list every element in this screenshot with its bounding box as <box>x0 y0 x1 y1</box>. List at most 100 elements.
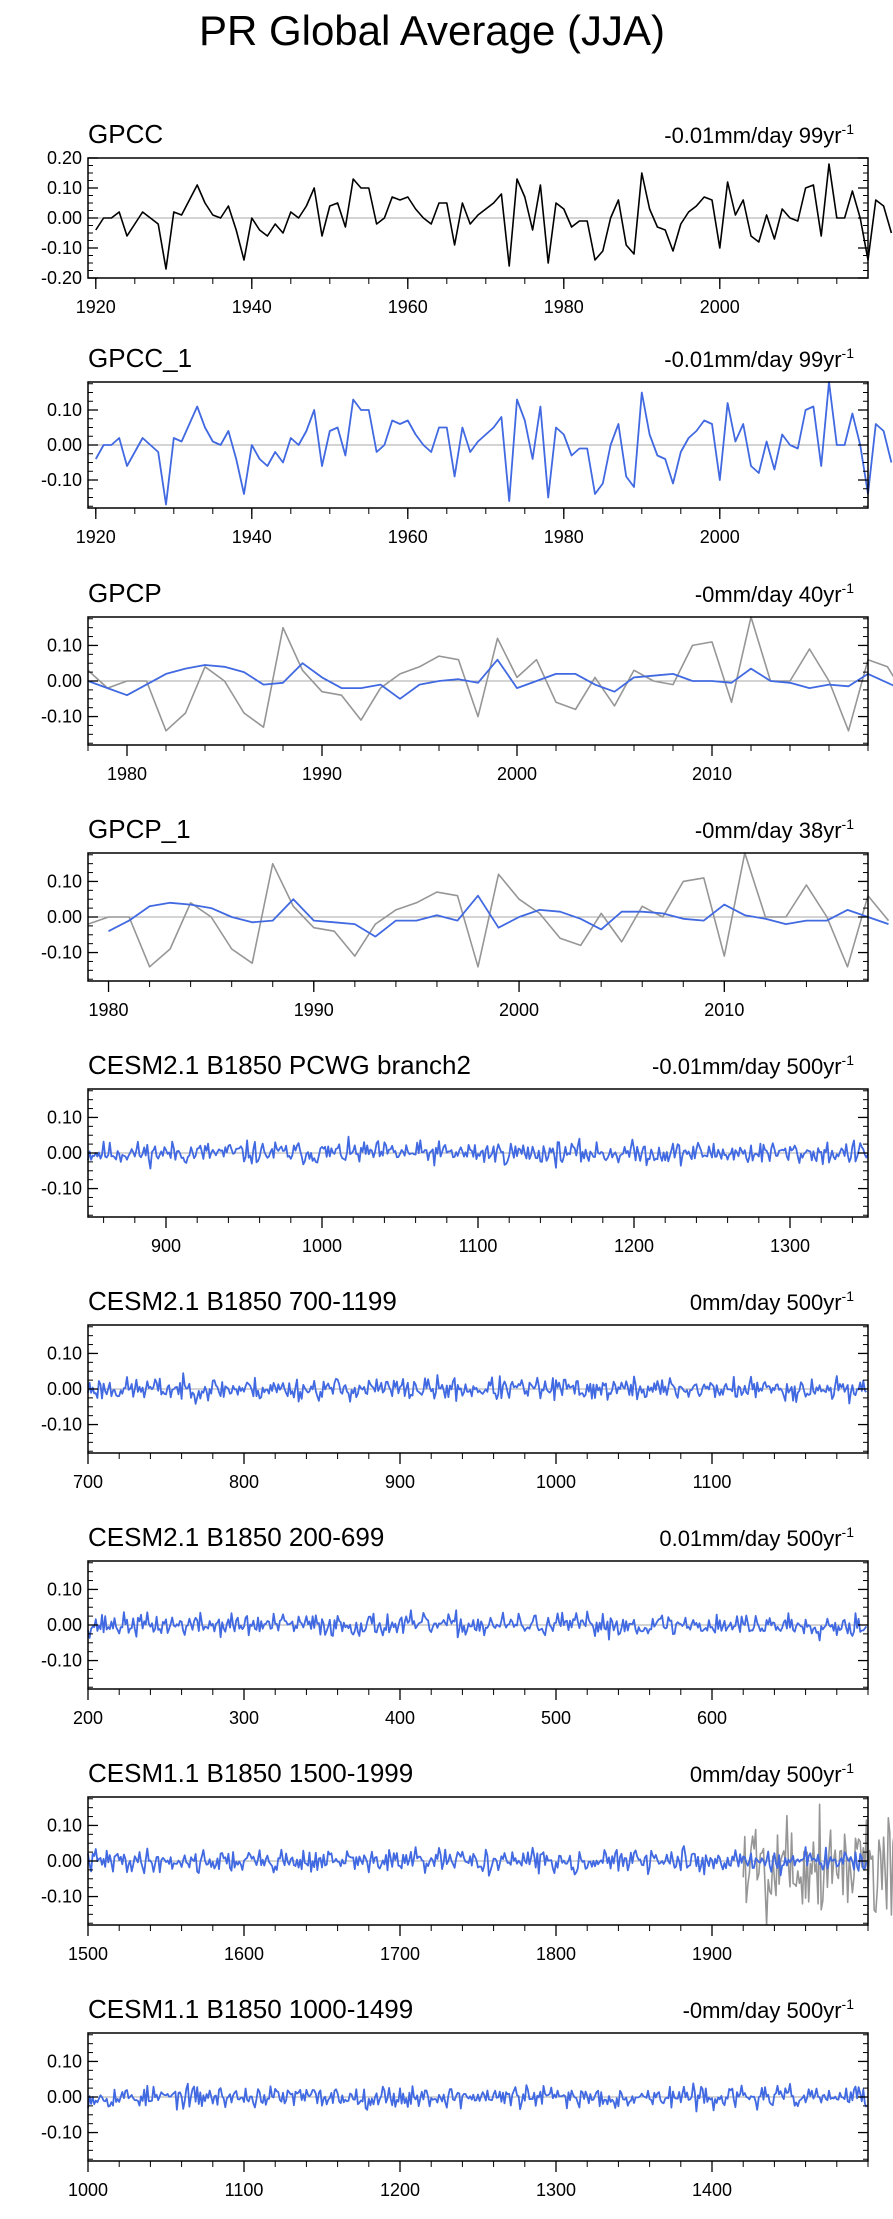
panel-title: GPCP_1 <box>88 814 191 844</box>
x-tick-label: 400 <box>385 1708 415 1728</box>
series-line-model <box>87 658 893 700</box>
x-tick-label: 900 <box>151 1236 181 1256</box>
y-tick-label: -0.10 <box>41 1179 82 1199</box>
series-line-model <box>87 2082 868 2113</box>
panel-3: GPCP -0mm/day 40yr-1 -0.10 0.00 0.10 1980 1990… <box>41 578 893 784</box>
panel-title: GPCC_1 <box>88 343 192 373</box>
x-tick-label: 1300 <box>536 2180 576 2200</box>
y-tick-label: 0.00 <box>47 671 82 691</box>
panel-title: CESM2.1 B1850 PCWG branch2 <box>88 1050 471 1080</box>
y-tick-label: 0.10 <box>47 178 82 198</box>
x-tick-label: 1920 <box>76 527 116 547</box>
panel-title: CESM1.1 B1850 1000-1499 <box>88 1994 413 2024</box>
x-tick-label: 2000 <box>700 527 740 547</box>
x-tick-label: 2000 <box>700 297 740 317</box>
trend-label: 0mm/day 500yr-1 <box>690 1760 854 1787</box>
series-line-model <box>87 1845 868 1877</box>
panel-1: GPCC -0.01mm/day 99yr-1 -0.20 -0.10 0.00 0.10… <box>41 119 893 317</box>
x-tick-label: 1980 <box>544 297 584 317</box>
x-tick-label: 1980 <box>544 527 584 547</box>
x-tick-label: 1300 <box>770 1236 810 1256</box>
x-tick-label: 1940 <box>232 297 272 317</box>
x-tick-label: 2010 <box>692 764 732 784</box>
x-tick-label: 1400 <box>692 2180 732 2200</box>
y-tick-label: 0.20 <box>47 148 82 168</box>
y-tick-label: 0.10 <box>47 635 82 655</box>
x-tick-label: 1100 <box>693 1472 732 1492</box>
series-line-observed <box>95 163 893 270</box>
series-line-gpcc_overlay <box>742 1803 893 1926</box>
trend-label: 0mm/day 500yr-1 <box>690 1288 854 1315</box>
y-tick-label: 0.10 <box>47 1579 82 1599</box>
y-tick-label: 0.00 <box>47 907 82 927</box>
x-tick-label: 1940 <box>232 527 272 547</box>
panel-title: GPCC <box>88 119 163 149</box>
x-tick-label: 1200 <box>614 1236 654 1256</box>
y-tick-label: 0.00 <box>47 1615 82 1635</box>
x-tick-label: 1980 <box>89 1000 129 1020</box>
figure-title: PR Global Average (JJA) <box>199 7 665 54</box>
y-tick-label: 0.10 <box>47 1343 82 1363</box>
series-line-model <box>87 1609 868 1642</box>
trend-label: -0mm/day 38yr-1 <box>695 816 854 843</box>
panel-7: CESM2.1 B1850 200-699 0.01mm/day 500yr-1 -… <box>41 1522 869 1728</box>
panel-title: GPCP <box>88 578 162 608</box>
x-tick-label: 1920 <box>76 297 116 317</box>
y-tick-label: 0.10 <box>47 2051 82 2071</box>
y-tick-label: -0.10 <box>41 2123 82 2143</box>
y-tick-label: -0.10 <box>41 1415 82 1435</box>
trend-label: -0mm/day 500yr-1 <box>683 1996 855 2023</box>
y-tick-label: -0.10 <box>41 470 82 490</box>
trend-label: -0.01mm/day 99yr-1 <box>664 345 854 372</box>
y-tick-label: 0.10 <box>47 1815 82 1835</box>
y-tick-label: 0.00 <box>47 1851 82 1871</box>
y-tick-label: -0.10 <box>41 707 82 727</box>
x-tick-label: 1990 <box>294 1000 334 1020</box>
x-tick-label: 1700 <box>380 1944 420 1964</box>
series-line-gpcc_overlay <box>87 616 893 732</box>
panel-8: CESM1.1 B1850 1500-1999 0mm/day 500yr-1 -0… <box>41 1758 893 1964</box>
x-tick-label: 1960 <box>388 297 428 317</box>
trend-label: 0.01mm/day 500yr-1 <box>659 1524 854 1551</box>
series-line-model <box>87 1372 868 1405</box>
x-tick-label: 1000 <box>536 1472 576 1492</box>
x-tick-label: 2000 <box>497 764 537 784</box>
trend-label: -0.01mm/day 500yr-1 <box>652 1052 854 1079</box>
y-tick-label: 0.10 <box>47 1107 82 1127</box>
y-tick-label: 0.10 <box>47 871 82 891</box>
x-tick-label: 1100 <box>225 2180 264 2200</box>
x-tick-label: 300 <box>229 1708 259 1728</box>
x-tick-label: 200 <box>73 1708 103 1728</box>
trend-label: -0.01mm/day 99yr-1 <box>664 121 854 148</box>
y-tick-label: -0.10 <box>41 1887 82 1907</box>
panel-title: CESM2.1 B1850 700-1199 <box>88 1286 397 1316</box>
series-line-model <box>87 1135 869 1170</box>
x-tick-label: 700 <box>73 1472 103 1492</box>
y-tick-label: 0.10 <box>47 400 82 420</box>
panel-title: CESM1.1 B1850 1500-1999 <box>88 1758 413 1788</box>
panels: GPCC -0.01mm/day 99yr-1 -0.20 -0.10 0.00 0.10… <box>41 119 893 2200</box>
x-tick-label: 2000 <box>499 1000 539 1020</box>
panel-6: CESM2.1 B1850 700-1199 0mm/day 500yr-1 -0.… <box>41 1286 869 1492</box>
y-tick-label: 0.00 <box>47 1143 82 1163</box>
y-tick-label: -0.10 <box>41 238 82 258</box>
y-tick-label: 0.00 <box>47 2087 82 2107</box>
x-tick-label: 1600 <box>224 1944 264 1964</box>
series-line-model <box>108 894 889 938</box>
x-tick-label: 1000 <box>302 1236 342 1256</box>
x-tick-label: 1800 <box>536 1944 576 1964</box>
panel-2: GPCC_1 -0.01mm/day 99yr-1 -0.10 0.00 0.10 192… <box>41 343 893 547</box>
x-tick-label: 1960 <box>388 527 428 547</box>
series-line-model <box>95 381 893 506</box>
x-tick-label: 1000 <box>68 2180 108 2200</box>
x-tick-label: 1500 <box>68 1944 108 1964</box>
x-tick-label: 1980 <box>107 764 147 784</box>
x-tick-label: 1100 <box>459 1236 498 1256</box>
x-tick-label: 600 <box>697 1708 727 1728</box>
x-tick-label: 1900 <box>692 1944 732 1964</box>
series-line-gpcc_overlay <box>87 852 890 968</box>
trend-label: -0mm/day 40yr-1 <box>695 580 854 607</box>
x-tick-label: 500 <box>541 1708 571 1728</box>
y-tick-label: -0.20 <box>41 268 82 288</box>
